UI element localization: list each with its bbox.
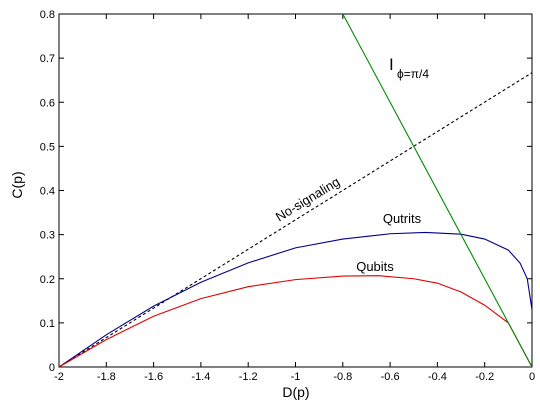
y-tick-label: 0.2 xyxy=(40,274,55,286)
series-lines xyxy=(59,14,532,367)
series-line-i-phi-pi-4 xyxy=(342,14,532,367)
y-tick-label: 0.4 xyxy=(40,186,55,198)
x-axis-label: D(p) xyxy=(282,384,309,400)
x-tick-label: -0.4 xyxy=(428,371,447,383)
i-phi-subscript: ϕ=π/4 xyxy=(397,67,429,81)
x-tick-label: -1.6 xyxy=(144,371,163,383)
x-tick-label: -0.2 xyxy=(475,371,494,383)
x-tick-label: -1 xyxy=(291,371,301,383)
y-tick-label: 0.1 xyxy=(40,318,55,330)
qubits-label: Qubits xyxy=(356,259,394,274)
i-phi-label: I xyxy=(389,55,394,74)
plot-frame xyxy=(58,13,533,368)
y-tick-label: 0.7 xyxy=(40,53,55,65)
x-tick-label: -2 xyxy=(54,371,64,383)
x-tick-label: -0.6 xyxy=(381,371,400,383)
series-line-qutrits xyxy=(59,231,532,367)
y-tick-label: 0.5 xyxy=(40,141,55,153)
x-tick-label: 0 xyxy=(529,371,535,383)
series-line-no-signaling xyxy=(59,72,532,367)
axis-ticks: -2 -1.8 -1.6 -1.4 -1.2 -1 -0.8 -0.6 -0.4 -0.2 0 0 0.… xyxy=(40,9,535,383)
plot-area-border xyxy=(58,13,533,368)
y-tick-label: 0 xyxy=(49,362,55,374)
x-tick-label: -0.8 xyxy=(333,371,352,383)
y-axis-label: C(p) xyxy=(9,171,25,198)
x-tick-label: -1.4 xyxy=(191,371,210,383)
y-tick-label: 0.8 xyxy=(40,9,55,21)
qutrits-label: Qutrits xyxy=(383,211,422,226)
y-tick-label: 0.3 xyxy=(40,230,55,242)
y-tick-label: 0.6 xyxy=(40,97,55,109)
series-line-qubits xyxy=(59,275,532,367)
x-tick-label: -1.8 xyxy=(97,371,116,383)
no-signaling-label: No-signaling xyxy=(273,174,342,224)
x-tick-label: -1.2 xyxy=(239,371,258,383)
